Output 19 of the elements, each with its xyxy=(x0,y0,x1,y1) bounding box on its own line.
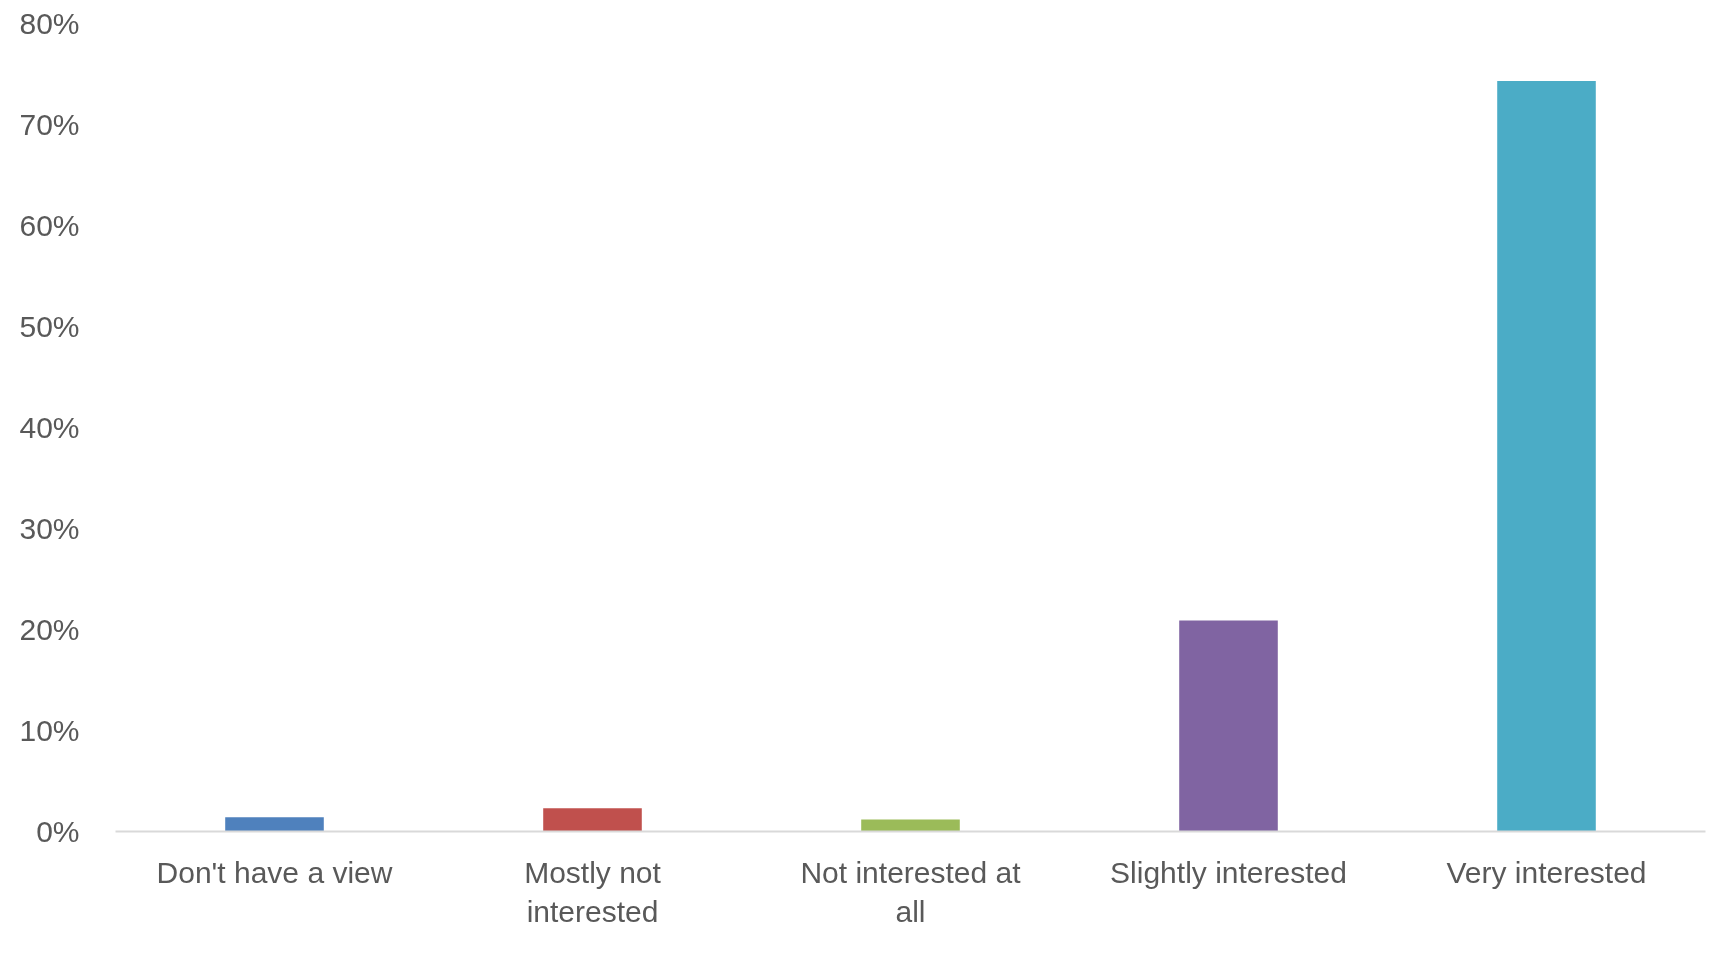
bar xyxy=(543,808,642,832)
y-tick-label: 60% xyxy=(19,209,80,242)
x-tick-label: Not interested at all xyxy=(800,855,1022,929)
x-tick-label: Slightly interested xyxy=(1110,855,1347,889)
y-tick-label: 70% xyxy=(19,108,80,141)
bar xyxy=(1497,81,1596,832)
x-tick-label: Mostly not interested xyxy=(524,855,662,929)
bar xyxy=(225,817,324,832)
y-tick-label: 20% xyxy=(19,613,80,646)
bar xyxy=(861,819,960,832)
y-tick-label: 50% xyxy=(19,310,80,343)
y-tick-label: 10% xyxy=(19,714,80,747)
x-tick-label: Very interested xyxy=(1446,855,1647,889)
y-tick-label: 80% xyxy=(19,7,80,40)
bar xyxy=(1179,620,1278,832)
y-tick-label: 0% xyxy=(36,815,80,848)
x-tick-label: Don't have a view xyxy=(156,855,393,889)
y-tick-label: 40% xyxy=(19,411,80,444)
y-tick-label: 30% xyxy=(19,512,80,545)
